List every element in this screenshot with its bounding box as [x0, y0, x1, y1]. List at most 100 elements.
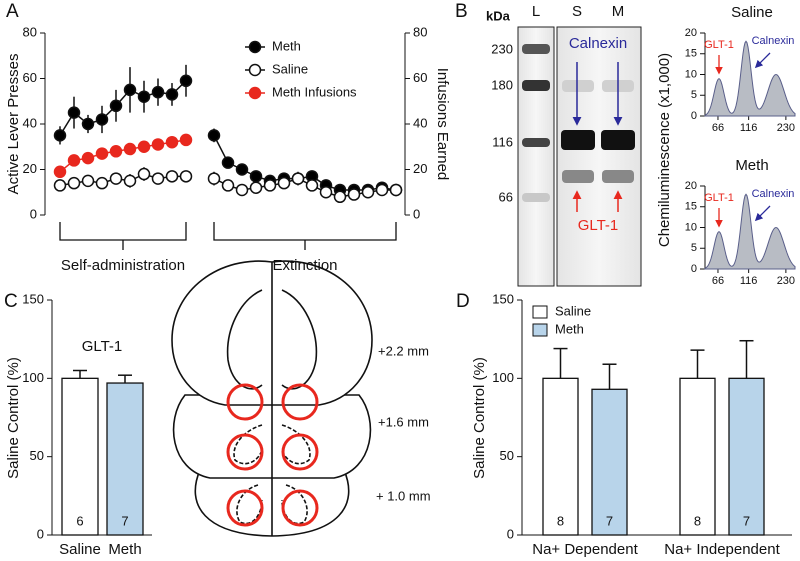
- band: [522, 193, 550, 202]
- marker: [179, 170, 193, 183]
- legend-swatch: [532, 323, 548, 337]
- bracket: [59, 222, 187, 250]
- contour: [233, 424, 263, 465]
- x-tick-label: Saline: [59, 541, 101, 558]
- band: [522, 44, 550, 54]
- x-tick-label: 66: [712, 275, 724, 287]
- region-circle: [226, 489, 264, 527]
- bar: [728, 377, 765, 536]
- marker: [53, 179, 67, 192]
- marker: [389, 183, 403, 197]
- y-tick-label: 0: [413, 206, 420, 221]
- annotation: GLT-1: [704, 39, 734, 51]
- y-tick-label: 0: [30, 206, 37, 221]
- region-circle: [226, 433, 264, 471]
- marker: [291, 172, 305, 185]
- x-tick-label: 66: [712, 122, 724, 134]
- y-tick-label: 10: [685, 68, 697, 80]
- marker: [151, 138, 165, 151]
- arrow: [754, 205, 771, 222]
- region-circle: [281, 433, 319, 471]
- y-tick-label: 40: [23, 115, 37, 130]
- marker: [221, 156, 235, 169]
- x-tick-label: 116: [740, 275, 758, 287]
- lane-label: S: [572, 3, 582, 20]
- marker: [221, 179, 235, 192]
- marker: [319, 186, 333, 199]
- y-tick-label: 0: [691, 263, 697, 275]
- marker: [361, 186, 375, 199]
- marker: [179, 74, 193, 88]
- blot: kDa L S M 230 180 116 66 Calnexin GLT-1: [486, 3, 642, 287]
- annotation: GLT-1: [704, 192, 734, 204]
- y-tick-label: 20: [23, 161, 37, 176]
- band: [601, 130, 635, 150]
- legend-marker: [248, 86, 262, 100]
- legend-label: Meth: [555, 321, 584, 336]
- n-label: 8: [694, 513, 701, 528]
- legend-label: Saline: [272, 61, 308, 76]
- y-tick-label: 100: [22, 370, 44, 385]
- y-tick-label: 100: [492, 370, 514, 385]
- y-tick-label: 40: [413, 115, 427, 130]
- marker: [95, 147, 109, 160]
- y-tick-label: 150: [492, 291, 514, 306]
- legend-label: Saline: [555, 303, 591, 318]
- legend-label: Meth Infusions: [272, 84, 357, 99]
- trace: [704, 40, 796, 117]
- band: [561, 130, 595, 150]
- axis-title: Infusions Earned: [434, 68, 451, 181]
- marker: [165, 170, 179, 183]
- legend-marker: [248, 63, 262, 77]
- n-label: 7: [121, 513, 128, 528]
- y-tick-label: 20: [685, 180, 697, 192]
- marker: 66: [499, 189, 513, 204]
- chart-title: Saline: [731, 4, 773, 21]
- region-circle: [281, 383, 319, 421]
- y-tick-label: 0: [507, 526, 514, 541]
- y-tick-label: 10: [685, 221, 697, 233]
- x-tick-label: Na+ Independent: [664, 541, 780, 558]
- x-tick-label: 116: [740, 122, 758, 134]
- band: [522, 80, 550, 91]
- x-tick-label: Na+ Dependent: [532, 541, 638, 558]
- axis-title: Saline Control (%): [5, 357, 22, 479]
- marker: [207, 129, 221, 142]
- y-tick-label: 5: [691, 89, 697, 101]
- marker: [151, 85, 165, 99]
- marker: [137, 167, 151, 181]
- x-tick-label: 230: [777, 122, 795, 134]
- panel-label: D: [456, 291, 470, 312]
- chart-title: Meth: [735, 157, 768, 174]
- legend-swatch: [532, 305, 548, 319]
- marker: [249, 170, 263, 183]
- contour: [281, 424, 311, 465]
- marker: [67, 106, 81, 119]
- n-label: 8: [557, 513, 564, 528]
- arrow: [754, 52, 771, 69]
- marker: [165, 135, 179, 149]
- marker: [95, 176, 109, 190]
- y-tick-label: 15: [685, 201, 697, 213]
- level-label: + 1.0 mm: [376, 488, 431, 503]
- bar: [542, 377, 579, 536]
- annotation: Calnexin: [752, 35, 795, 47]
- band: [562, 170, 594, 183]
- marker: [53, 165, 67, 179]
- y-tick-label: 50: [30, 448, 44, 463]
- annotation: Extinction: [272, 257, 337, 274]
- band: [602, 170, 634, 183]
- y-tick-label: 50: [500, 448, 514, 463]
- band-label: GLT-1: [578, 217, 619, 234]
- axis-title: Active Lever Presses: [5, 54, 22, 195]
- brain-diagram: [171, 260, 373, 537]
- marker: 116: [492, 134, 513, 149]
- chart-title: GLT-1: [82, 338, 123, 355]
- marker: [333, 190, 347, 204]
- region-circle: [226, 383, 264, 421]
- marker: [165, 88, 179, 101]
- annotation: Calnexin: [752, 188, 795, 200]
- y-tick-label: 0: [37, 526, 44, 541]
- contour: [226, 289, 263, 390]
